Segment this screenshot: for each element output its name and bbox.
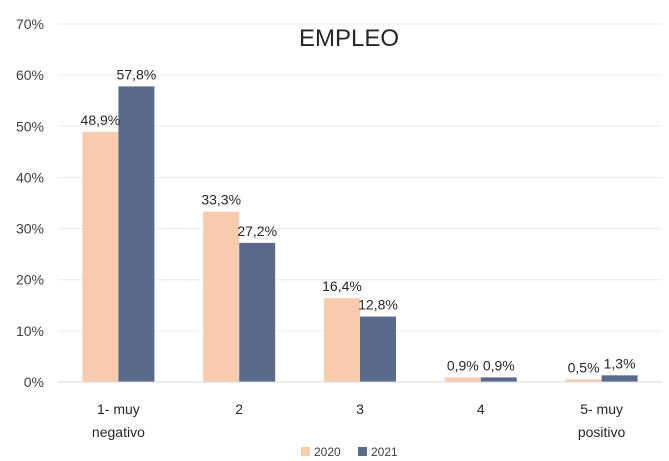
data-label-2020: 0,5% bbox=[568, 359, 600, 375]
data-label-2021: 27,2% bbox=[237, 223, 277, 239]
chart-title: EMPLEO bbox=[299, 25, 399, 52]
data-label-2021: 0,9% bbox=[483, 357, 515, 373]
bar-2020 bbox=[324, 298, 360, 382]
y-tick-label: 50% bbox=[16, 118, 44, 134]
bar-2021 bbox=[601, 375, 638, 382]
bar-2021 bbox=[118, 86, 155, 382]
x-tick-label: 1- muy negativo bbox=[92, 401, 145, 440]
bar-2020 bbox=[444, 377, 481, 382]
x-tick-label: 4 bbox=[477, 401, 485, 417]
data-labels: 48,9% 33,3% 16,4% 0,9% 0,5% 57,8% 27,2% 12,8% 0,… bbox=[81, 66, 636, 375]
y-tick-label: 70% bbox=[16, 16, 44, 32]
bar-2021 bbox=[480, 377, 517, 382]
y-axis-ticks: 0% 10% 20% 30% 40% 50% 60% 70% bbox=[16, 16, 44, 390]
bar-2021 bbox=[360, 316, 396, 382]
x-tick-label: 5- muy positivo bbox=[578, 401, 626, 440]
legend-swatch-2021 bbox=[358, 447, 367, 456]
legend: 2020 2021 bbox=[301, 445, 398, 459]
legend-swatch-2020 bbox=[301, 447, 310, 456]
x-tick-label: 2 bbox=[235, 401, 243, 417]
y-tick-label: 40% bbox=[16, 169, 44, 185]
bar-2020 bbox=[82, 131, 119, 382]
legend-label-2020: 2020 bbox=[314, 445, 341, 459]
bar-2020 bbox=[203, 211, 240, 382]
x-tick-label: 3 bbox=[356, 401, 364, 417]
legend-label-2021: 2021 bbox=[371, 445, 398, 459]
bar-2021 bbox=[239, 242, 276, 382]
y-tick-label: 0% bbox=[24, 374, 44, 390]
data-label-2021: 12,8% bbox=[358, 297, 398, 313]
gridlines bbox=[58, 23, 662, 332]
data-label-2021: 57,8% bbox=[117, 66, 157, 82]
y-tick-label: 20% bbox=[16, 272, 44, 288]
data-label-2020: 16,4% bbox=[322, 278, 362, 294]
bars bbox=[82, 86, 638, 382]
data-label-2021: 1,3% bbox=[604, 355, 636, 371]
y-tick-label: 30% bbox=[16, 221, 44, 237]
y-tick-label: 60% bbox=[16, 67, 44, 83]
y-tick-label: 10% bbox=[16, 323, 44, 339]
bar-2020 bbox=[565, 379, 602, 382]
data-label-2020: 0,9% bbox=[447, 357, 479, 373]
data-label-2020: 33,3% bbox=[201, 192, 241, 208]
x-axis-ticks: 1- muy negativo 2 3 4 5- muy positivo bbox=[92, 401, 626, 440]
data-label-2020: 48,9% bbox=[81, 112, 121, 128]
